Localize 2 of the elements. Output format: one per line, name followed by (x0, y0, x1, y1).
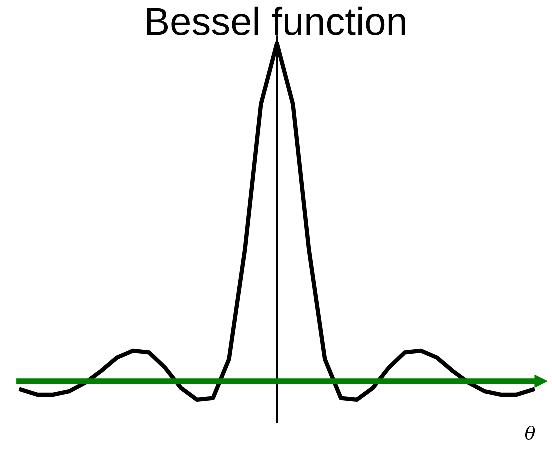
chart-title: Bessel function (147, 6, 406, 36)
x-axis-title: θ (525, 426, 536, 440)
